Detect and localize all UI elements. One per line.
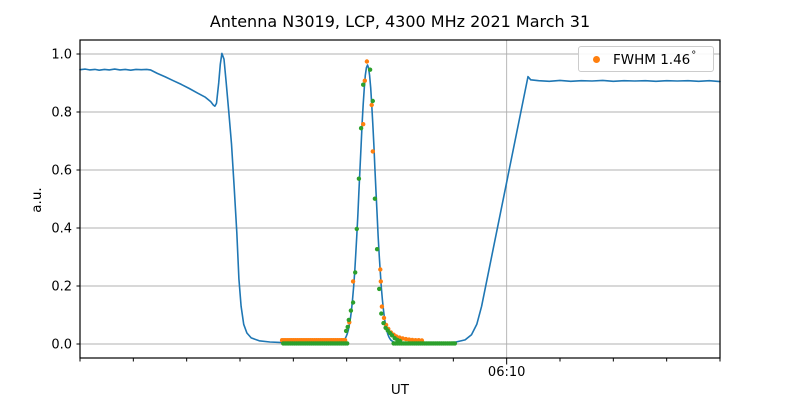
x-tick-label: 06:10 [488,365,525,380]
signal-line [79,52,721,344]
measured-points-dot [369,102,374,108]
gaussian-fit-points-dot [343,328,349,334]
measured-points-dot [381,315,387,321]
gaussian-fit-points-dot [348,308,354,313]
gaussian-fit-points-dot [381,320,386,326]
y-tick-label: 0.6 [51,164,72,179]
gaussian-fit-points-dot [356,176,362,181]
y-tick-label: 0.8 [51,106,72,121]
gaussian-fit-points-dot [345,341,350,346]
y-tick-label: 1.0 [51,48,72,63]
y-tick-label: 0.0 [51,338,72,353]
measured-points-dot [370,149,375,154]
chart-title: Antenna N3019, LCP, 4300 MHz 2021 March … [209,12,591,31]
gaussian-fit-points-dot [353,270,358,275]
degree-symbol: ° [691,50,697,61]
measured-points-dot [379,304,385,309]
gaussian-fit-points-dot [374,247,380,252]
measured-points-dot [350,279,356,284]
legend: FWHM 1.46° [578,46,714,72]
y-tick-label: 0.4 [51,222,72,237]
x-axis-label: UT [390,382,410,398]
gaussian-fit-points-dot [397,338,403,344]
measured-points-dot [410,337,415,343]
measured-points-dot [361,122,366,127]
gaussian-fit-points-dot [367,67,373,72]
gaussian-fit-points-dot [345,324,350,330]
measured-points-dot [406,337,412,342]
gaussian-fit-points-dot [350,300,356,305]
gaussian-fit-points-dot [372,196,378,201]
measured-points-dot [362,78,367,83]
legend-marker-dot-icon [593,55,600,63]
gaussian-fit-points-dot [346,317,351,323]
gaussian-fit-points-dot [358,126,364,131]
y-tick-label: 0.2 [51,280,72,295]
gaussian-fit-points-dot [452,341,458,346]
measured-points-dot [378,267,383,272]
y-axis-label: a.u. [29,187,45,213]
measured-points-dot [378,279,383,284]
gaussian-fit-points-dot [389,333,395,338]
gaussian-fit-points-dot [361,82,366,87]
gaussian-fit-points-dot [354,226,359,232]
gaussian-fit-points-dot [379,311,384,316]
gaussian-fit-points-dot [377,286,382,292]
plot-border [79,39,721,359]
measured-points-dot [364,59,370,64]
gaussian-fit-points-dot [370,98,375,104]
legend-label: FWHM 1.46° [613,50,697,68]
